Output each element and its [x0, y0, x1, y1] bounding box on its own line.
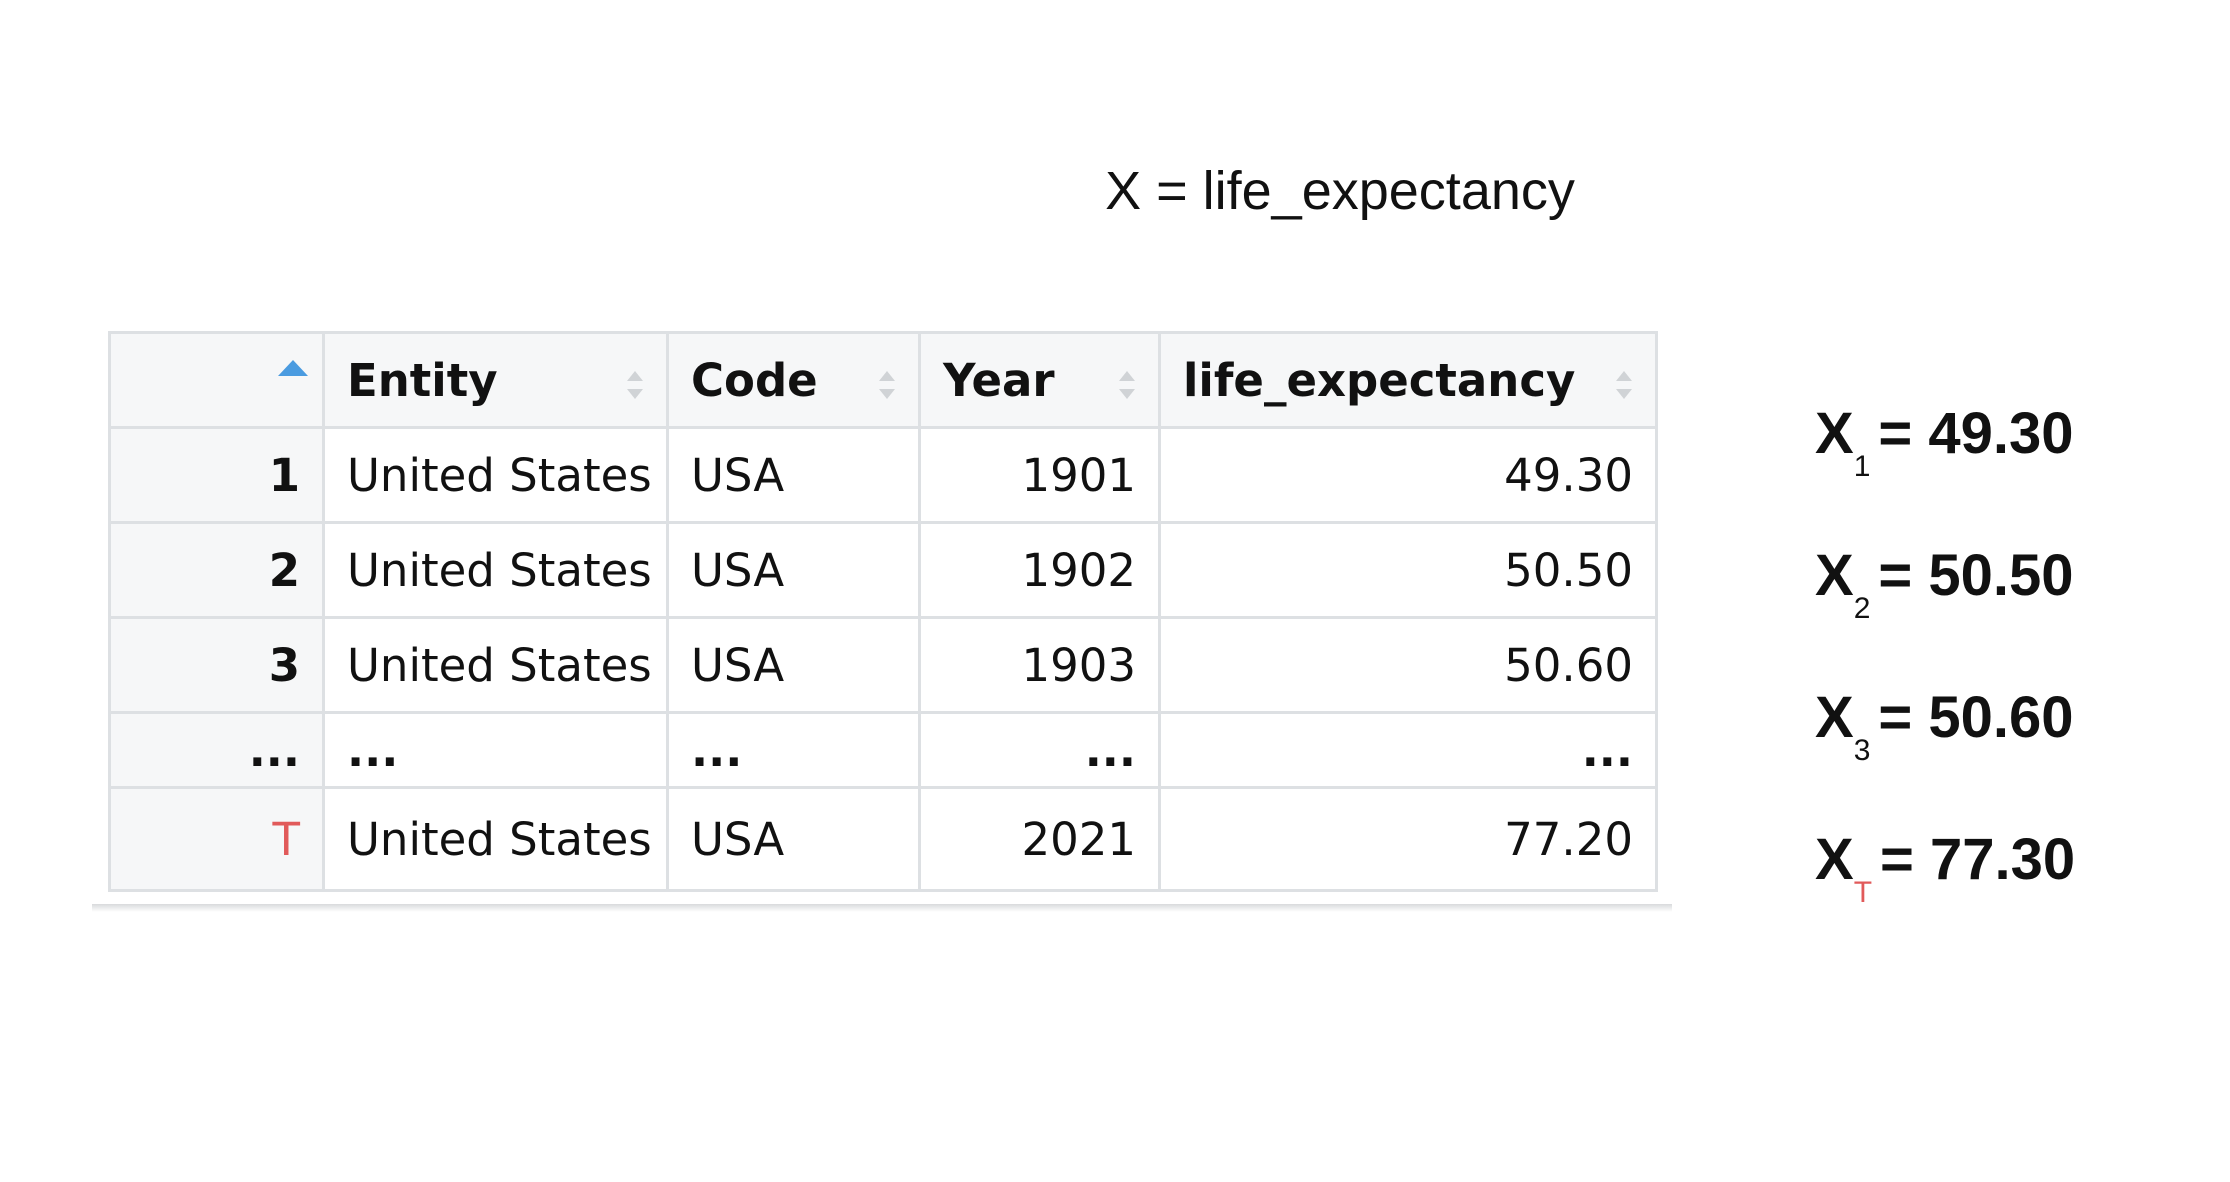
equation: XT= 77.30 [1815, 826, 2076, 909]
table-cell: 77.20 [1158, 786, 1658, 892]
sort-icon [627, 371, 643, 399]
table-row: 3 United States USA 1903 50.60 [108, 616, 1658, 714]
table-row: T United States USA 2021 77.20 [108, 786, 1658, 892]
column-header-text: Code [691, 353, 818, 407]
table-cell: ... [918, 711, 1161, 789]
equation: X3= 50.60 [1815, 684, 2074, 767]
equation-symbol: X [1815, 685, 1854, 750]
table-shadow [92, 904, 1672, 912]
index-header[interactable] [108, 331, 325, 429]
table-cell: ... [666, 711, 921, 789]
equation-symbol: X [1815, 543, 1854, 608]
table-cell: ... [322, 711, 669, 789]
row-index: 2 [108, 521, 325, 619]
table-cell: 1903 [918, 616, 1161, 714]
equation-subscript: 3 [1853, 733, 1871, 767]
table-row: 2 United States USA 1902 50.50 [108, 521, 1658, 619]
sort-icon [1119, 371, 1135, 399]
equation-value: = 50.60 [1878, 685, 2074, 750]
sort-control[interactable] [1116, 360, 1138, 413]
column-header[interactable]: Code [666, 331, 921, 429]
equation: X2= 50.50 [1815, 542, 2074, 625]
row-index: T [108, 786, 325, 892]
data-table: Entity Code Year life_expectancy 1 United St… [108, 331, 1658, 892]
table-cell: United States [322, 426, 669, 524]
table-cell: 2021 [918, 786, 1161, 892]
sort-control[interactable] [624, 360, 646, 413]
table-cell: 50.60 [1158, 616, 1658, 714]
column-header[interactable]: Entity [322, 331, 669, 429]
table-cell: 1901 [918, 426, 1161, 524]
table-cell: USA [666, 521, 921, 619]
column-header[interactable]: Year [918, 331, 1161, 429]
table-cell: USA [666, 616, 921, 714]
table-cell: USA [666, 786, 921, 892]
table-cell: United States [322, 616, 669, 714]
table-row: ............... [108, 711, 1658, 789]
column-header-text: Entity [347, 353, 498, 407]
column-header-text: life_expectancy [1183, 353, 1576, 407]
sort-control[interactable] [1613, 360, 1635, 413]
table-cell: USA [666, 426, 921, 524]
equation: X1= 49.30 [1815, 400, 2074, 483]
table-cell: 49.30 [1158, 426, 1658, 524]
sort-asc-icon [278, 360, 308, 376]
table-cell: United States [322, 521, 669, 619]
table-cell: 50.50 [1158, 521, 1658, 619]
sort-icon [1616, 371, 1632, 399]
table-cell: ... [1158, 711, 1658, 789]
equation-subscript: 2 [1853, 591, 1871, 625]
column-header-text: Year [943, 353, 1055, 407]
equation-value: = 50.50 [1878, 543, 2074, 608]
title: X = life_expectancy [1105, 161, 1575, 221]
table-cell: 1902 [918, 521, 1161, 619]
equation-subscript: T [1853, 875, 1873, 909]
sort-control[interactable] [876, 360, 898, 413]
table-row: 1 United States USA 1901 49.30 [108, 426, 1658, 524]
sort-icon [879, 371, 895, 399]
equation-subscript: 1 [1853, 449, 1871, 483]
equation-value: = 49.30 [1878, 401, 2074, 466]
header-row: Entity Code Year life_expectancy [108, 331, 1658, 429]
equation-symbol: X [1815, 827, 1854, 892]
row-index: 1 [108, 426, 325, 524]
row-index: 3 [108, 616, 325, 714]
equation-symbol: X [1815, 401, 1854, 466]
table-cell: United States [322, 786, 669, 892]
row-index: ... [108, 711, 325, 789]
column-header[interactable]: life_expectancy [1158, 331, 1658, 429]
equation-value: = 77.30 [1880, 827, 2076, 892]
